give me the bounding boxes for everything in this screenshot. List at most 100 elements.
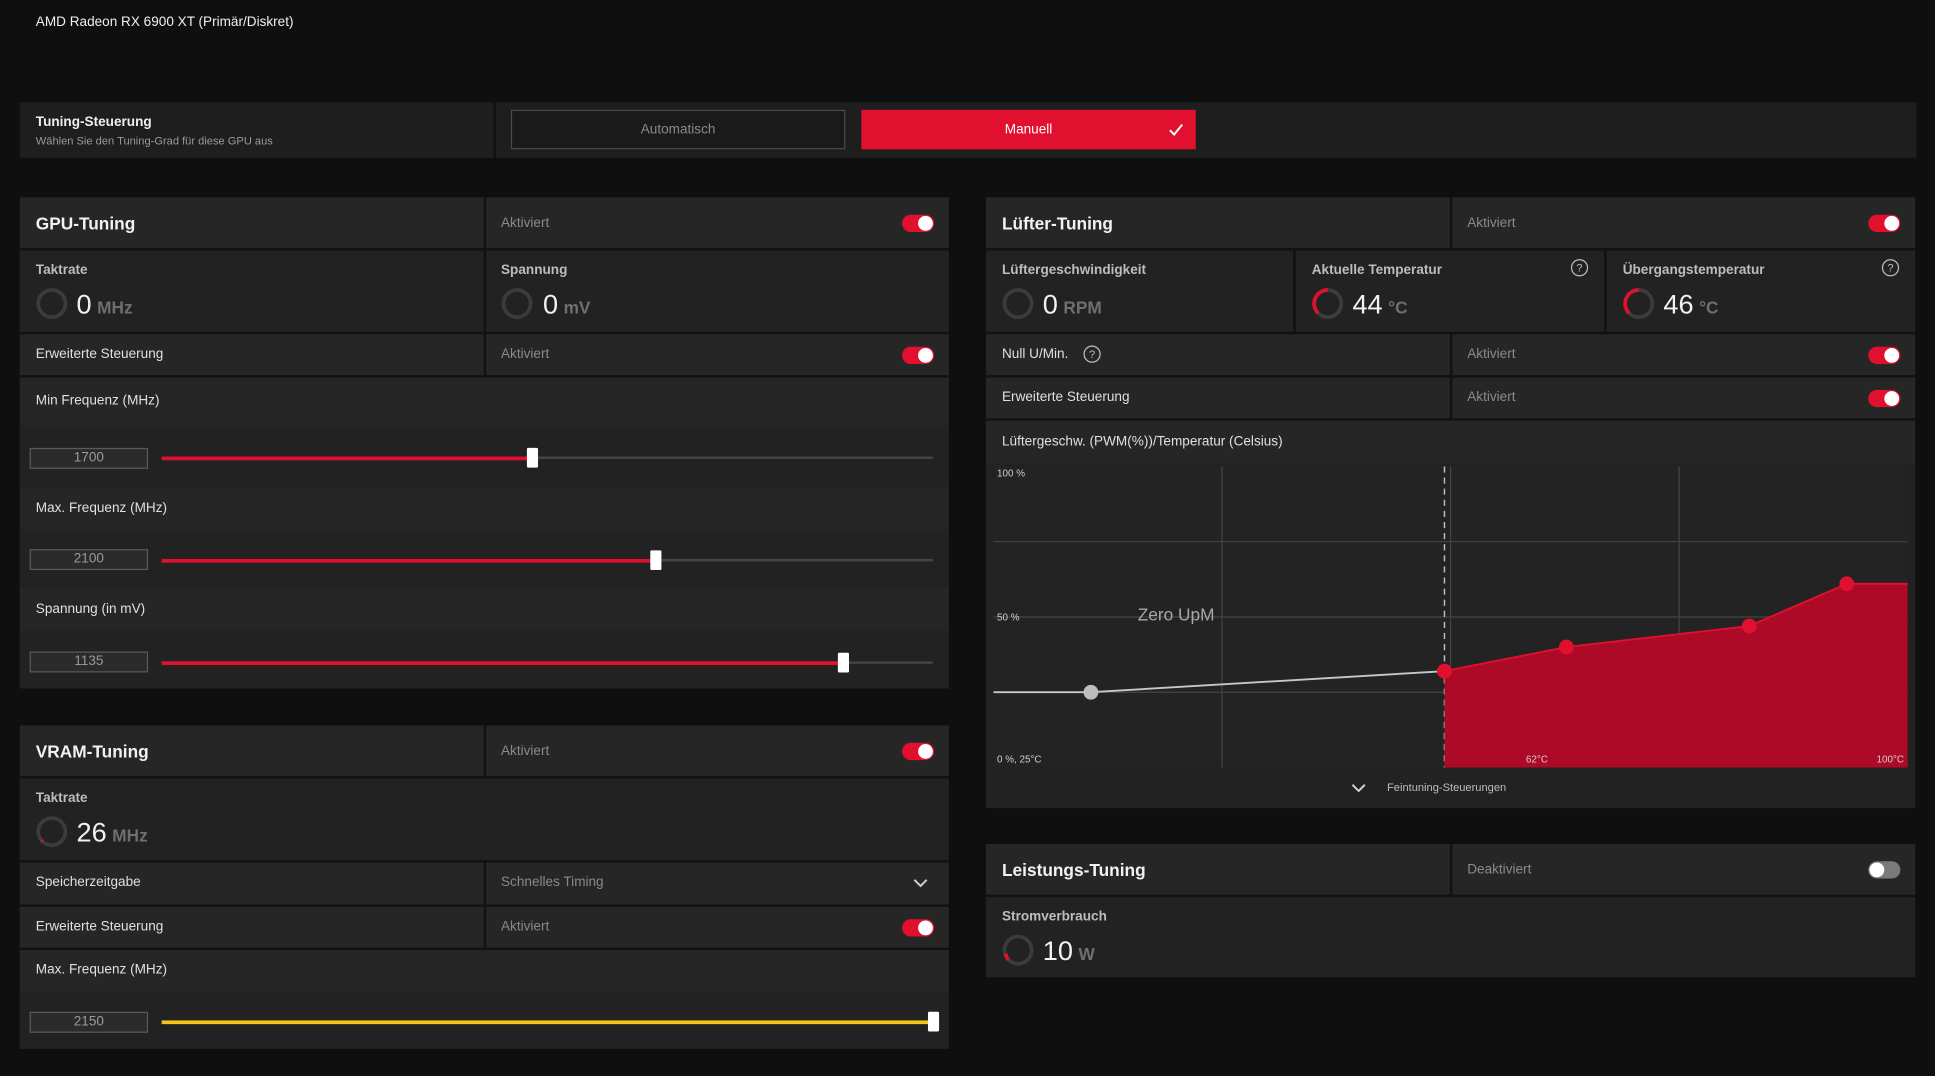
current-temp-value: 44: [1352, 288, 1383, 320]
chevron-down-icon: [913, 879, 928, 888]
memory-timing-select[interactable]: Schnelles Timing: [486, 862, 949, 904]
automatic-button[interactable]: Automatisch: [510, 109, 846, 150]
fan-tuning-title: Lüfter-Tuning: [1002, 213, 1113, 234]
help-icon[interactable]: ?: [1881, 259, 1900, 277]
gpu-voltage-label: Spannung: [501, 262, 568, 278]
zero-rpm-chart-label: Zero UpM: [1138, 605, 1215, 625]
fan-speed-unit: RPM: [1063, 297, 1102, 318]
vram-tuning-toggle[interactable]: [902, 742, 935, 761]
power-tuning-header: Leistungs-Tuning Deaktiviert: [985, 843, 1916, 895]
power-tuning-toggle[interactable]: [1868, 861, 1901, 879]
gpu-voltage-value: 0: [542, 288, 559, 320]
voltage-slider-row: [20, 631, 949, 689]
min-freq-input[interactable]: [29, 447, 149, 469]
gpu-tuning-status: Aktiviert: [501, 215, 550, 231]
curve-point-1[interactable]: [1083, 684, 1099, 700]
power-unit: W: [1078, 943, 1095, 964]
zero-rpm-status: Aktiviert: [1467, 346, 1516, 362]
max-freq-input[interactable]: [29, 549, 149, 571]
gpu-clock-stat: Taktrate 0 MHz: [20, 250, 484, 331]
tuning-control-bar: Tuning-Steuerung Wählen Sie den Tuning-G…: [19, 102, 1917, 158]
curve-point-4[interactable]: [1741, 618, 1757, 634]
curve-point-3[interactable]: [1558, 639, 1574, 655]
fan-tuning-toggle[interactable]: [1868, 214, 1901, 232]
fan-curve-chart[interactable]: 100 % 50 % 0 %, 25°C 62°C 100°C Zero UpM: [993, 466, 1908, 768]
vram-advanced-toggle[interactable]: [902, 919, 935, 937]
vram-clock-unit: MHz: [112, 825, 148, 846]
max-freq-label: Max. Frequenz (MHz): [35, 500, 168, 516]
curve-point-2[interactable]: [1437, 663, 1452, 679]
divider: [493, 102, 497, 158]
zero-rpm-label: Null U/Min.: [1002, 346, 1069, 362]
junction-temp-stat: Übergangstemperatur ? 46 °C: [1607, 250, 1916, 331]
gpu-voltage-unit: mV: [563, 297, 591, 318]
help-icon[interactable]: ?: [1083, 345, 1101, 363]
min-freq-thumb[interactable]: [526, 447, 539, 468]
manual-button[interactable]: Manuell: [861, 109, 1196, 150]
gpu-tuning-panel: GPU-Tuning Aktiviert Taktrate 0 MHz Span…: [19, 197, 949, 689]
current-temp-unit: °C: [1388, 297, 1408, 318]
fan-tuning-panel: Lüfter-Tuning Aktiviert Lüftergeschwindi…: [985, 197, 1916, 809]
gauge-icon: [1312, 288, 1344, 319]
vram-tuning-status: Aktiviert: [501, 744, 550, 759]
fan-tuning-header: Lüfter-Tuning Aktiviert: [985, 197, 1916, 249]
junction-temp-value: 46: [1663, 288, 1694, 320]
fan-tuning-status: Aktiviert: [1467, 215, 1516, 231]
min-freq-slider-row: [20, 426, 949, 488]
current-temp-label: Aktuelle Temperatur: [1311, 262, 1443, 278]
automatic-label: Automatisch: [640, 122, 716, 137]
curve-point-5[interactable]: [1839, 576, 1855, 592]
voltage-input[interactable]: [29, 651, 149, 673]
origin-label: 0 %, 25°C: [997, 755, 1042, 766]
gpu-tuning-toggle[interactable]: [902, 214, 935, 232]
fan-curve-title: Lüftergeschw. (PWM(%))/Temperatur (Celsi…: [1002, 434, 1283, 450]
power-stat: Stromverbrauch 10 W: [986, 897, 1915, 977]
x-tick-100: 100°C: [1877, 755, 1905, 766]
gpu-clock-value: 0: [76, 288, 92, 320]
power-value: 10: [1042, 935, 1073, 967]
vram-tuning-panel: VRAM-Tuning Aktiviert Taktrate 26 MHz Sp…: [19, 725, 949, 1049]
junction-temp-unit: °C: [1699, 297, 1719, 318]
manual-label: Manuell: [1004, 122, 1053, 137]
min-freq-track[interactable]: [161, 456, 933, 460]
voltage-thumb[interactable]: [837, 652, 849, 673]
gauge-icon: [1002, 288, 1034, 319]
gauge-icon: [1002, 934, 1034, 966]
gpu-advanced-toggle[interactable]: [902, 346, 935, 365]
gpu-clock-label: Taktrate: [35, 262, 88, 278]
vram-advanced-label: Erweiterte Steuerung: [35, 919, 164, 935]
chevron-down-icon: [1351, 784, 1366, 793]
gauge-icon: [36, 288, 68, 319]
power-tuning-status: Deaktiviert: [1467, 862, 1532, 878]
vram-freq-thumb[interactable]: [927, 1011, 940, 1032]
gpu-advanced-label: Erweiterte Steuerung: [35, 346, 164, 362]
vram-advanced-row: Erweiterte Steuerung Aktiviert: [19, 906, 949, 948]
gpu-tuning-header: GPU-Tuning Aktiviert: [19, 197, 949, 249]
max-freq-slider-row: [20, 529, 949, 588]
fan-advanced-toggle[interactable]: [1868, 389, 1901, 408]
tuning-control-title: Tuning-Steuerung: [35, 114, 152, 130]
fan-speed-stat: Lüftergeschwindigkeit 0 RPM: [986, 250, 1293, 331]
vram-freq-slider-row: [20, 992, 949, 1049]
memory-timing-row: Speicherzeitgabe Schnelles Timing: [19, 862, 949, 905]
help-icon[interactable]: ?: [1570, 259, 1589, 277]
vram-clock-value: 26: [76, 816, 107, 848]
vram-advanced-status: Aktiviert: [501, 919, 550, 935]
fan-speed-value: 0: [1042, 288, 1058, 320]
fan-advanced-label: Erweiterte Steuerung: [1002, 389, 1130, 405]
zero-rpm-toggle[interactable]: [1868, 346, 1901, 365]
curve-area: [1444, 583, 1908, 768]
fine-tune-toggle[interactable]: Feintuning-Steuerungen: [986, 770, 1915, 808]
min-freq-label: Min Frequenz (MHz): [35, 393, 160, 409]
junction-temp-label: Übergangstemperatur: [1622, 262, 1765, 278]
vram-freq-input[interactable]: [29, 1011, 149, 1033]
memory-timing-value: Schnelles Timing: [501, 874, 604, 890]
gpu-name: AMD Radeon RX 6900 XT (Primär/Diskret): [35, 14, 294, 30]
gpu-advanced-row: Erweiterte Steuerung Aktiviert: [19, 334, 949, 376]
y-tick-50: 50 %: [997, 613, 1020, 624]
max-freq-thumb[interactable]: [650, 550, 662, 571]
min-freq-fill: [161, 456, 532, 461]
x-tick-62: 62°C: [1526, 755, 1548, 766]
voltage-fill: [161, 661, 843, 666]
